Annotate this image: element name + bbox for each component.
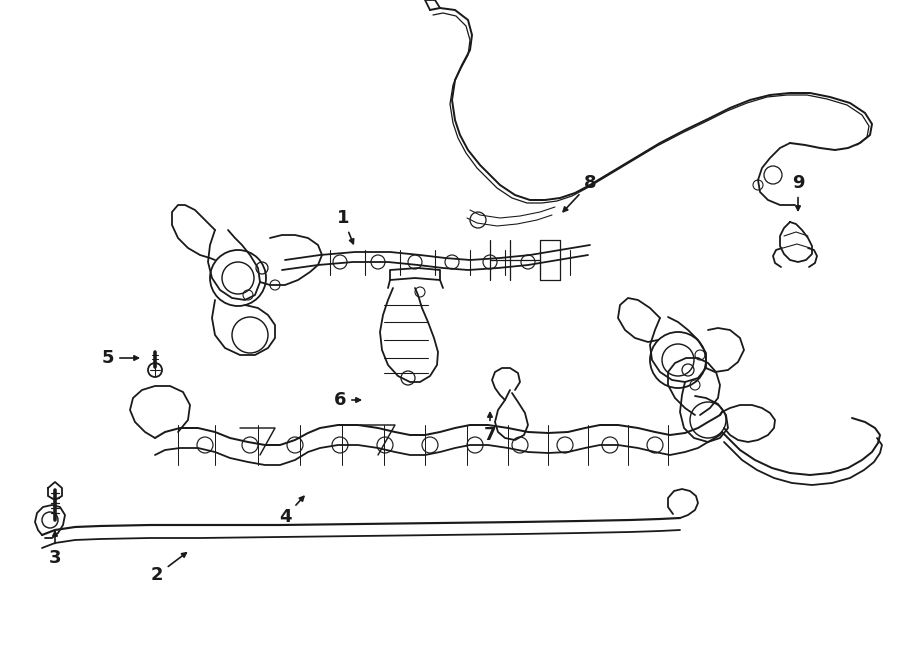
Text: 5: 5 xyxy=(102,349,139,367)
Text: 9: 9 xyxy=(792,174,805,210)
Text: 4: 4 xyxy=(279,496,304,526)
Text: 6: 6 xyxy=(334,391,360,409)
Text: 8: 8 xyxy=(563,174,597,212)
Text: 2: 2 xyxy=(151,553,186,584)
Text: 7: 7 xyxy=(484,412,496,444)
Text: 3: 3 xyxy=(49,531,61,567)
Text: 1: 1 xyxy=(337,209,354,244)
